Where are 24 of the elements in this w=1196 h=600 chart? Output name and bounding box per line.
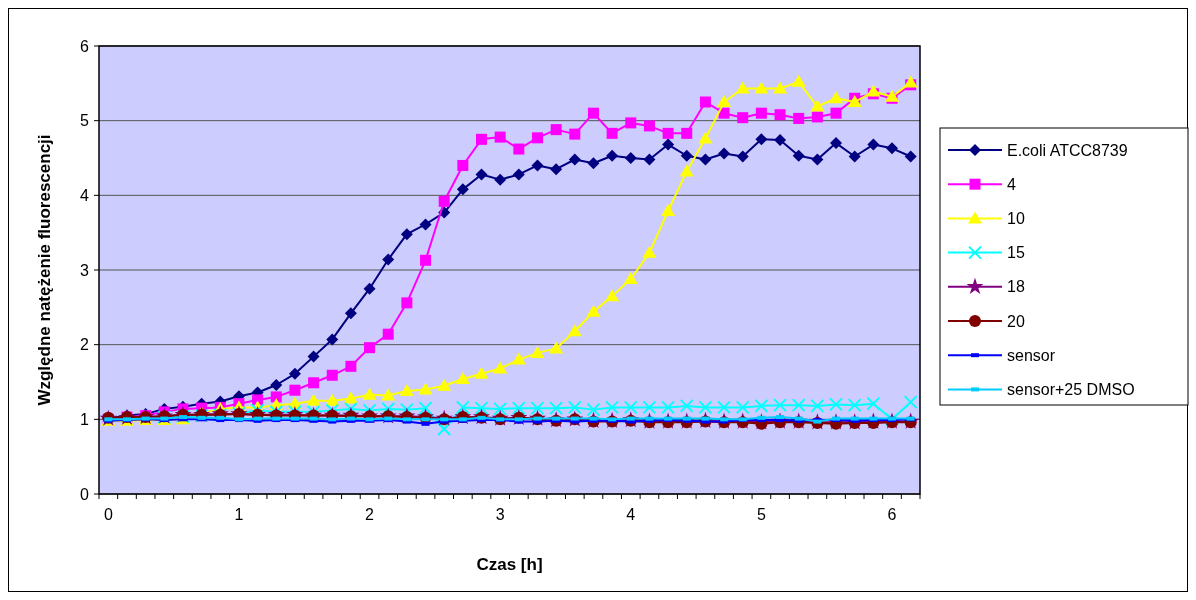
y-tick-label: 4 [80, 186, 90, 204]
y-tick-label: 6 [80, 37, 90, 55]
x-tick-label: 3 [495, 506, 505, 523]
y-tick-label: 5 [80, 112, 90, 130]
y-tick-label: 0 [80, 485, 90, 503]
legend-label: 20 [1007, 312, 1025, 330]
y-axis-title: Względne natężenie fluorescencji [35, 134, 54, 406]
legend-label: 4 [1007, 175, 1016, 193]
x-tick-label: 2 [365, 506, 375, 523]
legend-label: sensor [1007, 346, 1056, 364]
x-tick-label: 6 [887, 506, 897, 523]
y-tick-label: 3 [80, 261, 90, 279]
x-tick-label: 0 [103, 506, 113, 523]
x-axis-title: Czas [h] [476, 555, 543, 574]
legend-label: 15 [1007, 244, 1025, 262]
legend-label: 18 [1007, 278, 1025, 296]
x-tick-label: 1 [234, 506, 244, 523]
legend-label: sensor+25 DMSO [1007, 381, 1135, 398]
x-tick-label: 4 [626, 506, 636, 523]
y-tick-label: 2 [80, 336, 90, 354]
legend-label: 10 [1007, 210, 1025, 227]
x-tick-label: 5 [756, 506, 766, 523]
legend-label: E.coli ATCC8739 [1007, 141, 1128, 159]
y-tick-label: 1 [80, 410, 90, 428]
